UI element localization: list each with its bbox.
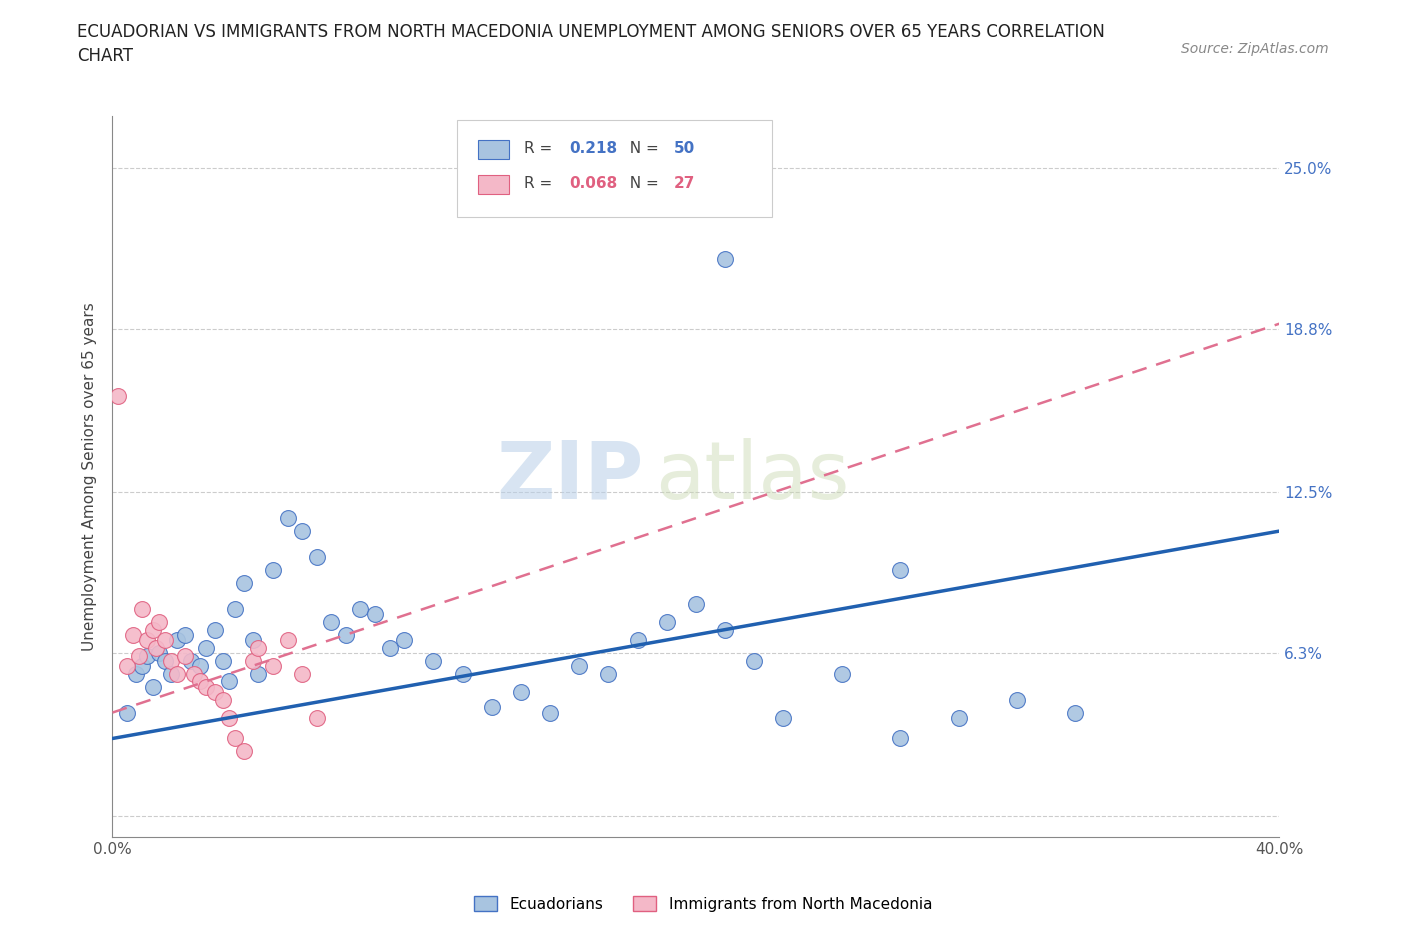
Legend: Ecuadorians, Immigrants from North Macedonia: Ecuadorians, Immigrants from North Maced… [468,889,938,918]
Point [153,653,176,668]
Point [889,563,911,578]
Point [166,666,188,681]
Point [148,615,170,630]
Point [148,645,170,660]
Point [335,628,357,643]
Point [204,622,226,637]
Point [568,658,591,673]
Point [598,666,620,681]
Point [183,666,205,681]
Point [131,658,153,673]
Point [194,679,217,694]
Point [685,596,707,611]
FancyBboxPatch shape [478,175,509,193]
Point [948,711,970,725]
Text: 0.068: 0.068 [569,176,617,191]
Text: R =: R = [524,176,558,191]
Text: ECUADORIAN VS IMMIGRANTS FROM NORTH MACEDONIA UNEMPLOYMENT AMONG SENIORS OVER 65: ECUADORIAN VS IMMIGRANTS FROM NORTH MACE… [77,23,1105,65]
Point [394,632,416,647]
Point [131,602,153,617]
Point [232,744,254,759]
Point [742,653,765,668]
Point [1064,705,1087,720]
Point [166,632,188,647]
Point [276,511,298,525]
FancyBboxPatch shape [478,140,509,159]
Point [305,711,328,725]
Point [247,640,270,655]
Point [188,674,211,689]
Point [218,674,240,689]
Point [247,666,270,681]
Text: 27: 27 [673,176,695,191]
Point [174,628,197,643]
Point [714,251,737,266]
Point [180,653,202,668]
Point [538,705,561,720]
Point [509,684,531,699]
Point [212,653,235,668]
Text: atlas: atlas [655,438,849,515]
Point [291,666,314,681]
Point [321,615,343,630]
Text: 0.218: 0.218 [569,141,617,156]
Point [422,653,444,668]
Point [142,622,165,637]
Point [160,666,183,681]
Point [364,606,387,621]
Point [145,640,167,655]
Point [204,684,226,699]
Point [115,658,138,673]
Point [136,648,159,663]
Point [224,602,246,617]
Text: Source: ZipAtlas.com: Source: ZipAtlas.com [1181,42,1329,56]
Point [218,711,240,725]
Point [188,658,211,673]
Text: N =: N = [620,176,664,191]
Point [655,615,678,630]
Y-axis label: Unemployment Among Seniors over 65 years: Unemployment Among Seniors over 65 years [82,302,97,651]
FancyBboxPatch shape [457,120,772,218]
Text: 50: 50 [673,141,695,156]
Point [889,731,911,746]
Point [128,648,150,663]
Point [451,666,474,681]
Point [714,622,737,637]
Point [224,731,246,746]
Point [232,576,254,591]
Point [107,389,129,404]
Point [160,653,183,668]
Text: ZIP: ZIP [496,438,644,515]
Point [349,602,371,617]
Point [262,563,284,578]
Point [242,653,264,668]
Point [481,700,503,715]
Point [772,711,794,725]
Point [378,640,401,655]
Point [122,628,145,643]
Point [174,648,197,663]
Point [115,705,138,720]
Point [831,666,853,681]
Text: R =: R = [524,141,558,156]
Point [125,666,148,681]
Point [194,640,217,655]
Point [1005,692,1028,707]
Point [305,550,328,565]
Point [212,692,235,707]
Point [153,632,176,647]
Point [262,658,284,673]
Point [142,679,165,694]
Point [136,632,159,647]
Point [627,632,650,647]
Text: N =: N = [620,141,664,156]
Point [242,632,264,647]
Point [291,524,314,538]
Point [276,632,298,647]
